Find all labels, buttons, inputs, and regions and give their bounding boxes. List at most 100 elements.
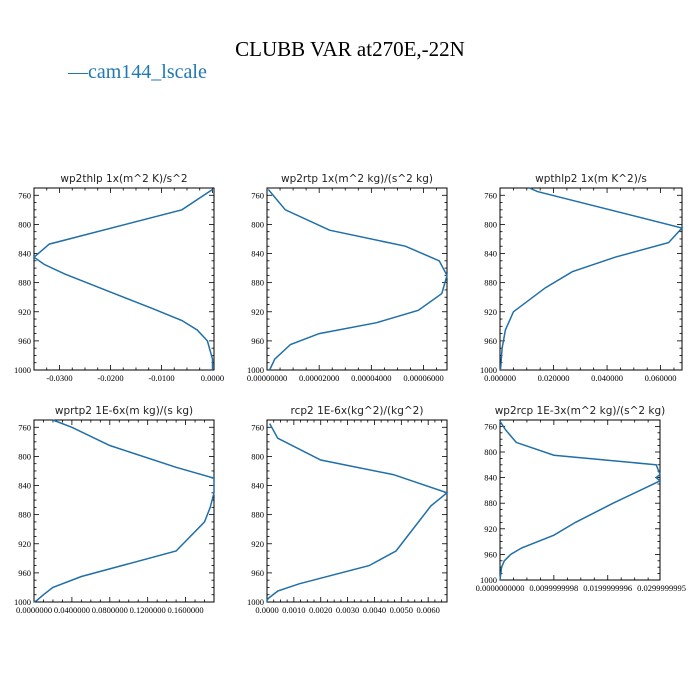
y-tick-label: 880 [484, 278, 497, 288]
y-tick-label: 1000 [14, 597, 31, 607]
y-tick-label: 920 [18, 307, 31, 317]
plot-frame [33, 419, 215, 603]
series-line [33, 419, 215, 603]
series-line [499, 187, 684, 371]
x-tick-label: 0.0800000 [92, 605, 128, 615]
y-tick-label: 880 [18, 510, 31, 520]
y-tick-label: 800 [18, 451, 31, 461]
y-tick-label: 800 [18, 219, 31, 229]
series-line [499, 420, 662, 581]
y-tick-label: 960 [484, 549, 497, 559]
x-tick-label: 0.020000 [538, 373, 570, 383]
y-tick-label: 800 [484, 447, 497, 457]
y-tick-label: 1000 [247, 597, 264, 607]
y-tick-label: 960 [18, 336, 31, 346]
figure-title: CLUBB VAR at270E,-22N [235, 37, 465, 61]
x-tick-label: -0.0300 [46, 373, 72, 383]
y-tick-label: 1000 [480, 365, 497, 375]
x-tick-label: 0.0000 [255, 605, 278, 615]
y-tick-label: 760 [251, 422, 264, 432]
x-tick-label: 0.0000 [201, 373, 224, 383]
y-tick-label: 880 [484, 498, 497, 508]
y-tick-label: 920 [484, 307, 497, 317]
y-tick-label: 880 [251, 510, 264, 520]
x-tick-label: -0.0200 [97, 373, 123, 383]
subplot-2: wp2rtp 1x(m^2 kg)/(s^2 kg) 760 800 840 880 92… [247, 173, 448, 383]
y-tick-label: 920 [251, 539, 264, 549]
x-tick-label: 0.000000 [484, 373, 516, 383]
subplot-1: wp2thlp 1x(m^2 K)/s^2 760 800 840 880 920 960 1… [14, 173, 224, 383]
y-tick-label: 1000 [247, 365, 264, 375]
x-tick-label: 0.0299999995 [637, 583, 686, 593]
x-tick-label: 0.00006000 [403, 373, 443, 383]
subplot-title: wp2rtp 1x(m^2 kg)/(s^2 kg) [281, 173, 433, 185]
x-tick-label: 0.0030 [336, 605, 359, 615]
x-tick-label: 0.00002000 [299, 373, 339, 383]
legend-marker: — [67, 61, 89, 83]
plot-frame [33, 187, 215, 371]
legend: — cam144_lscale [67, 61, 207, 83]
y-tick-label: 800 [251, 219, 264, 229]
y-tick-label: 840 [251, 249, 264, 259]
plot-frame [266, 187, 448, 371]
y-tick-label: 960 [251, 568, 264, 578]
subplot-5: rcp2 1E-6x(kg^2)/(kg^2) 760 800 840 880 920 96… [247, 405, 449, 615]
x-tick-label: 0.060000 [645, 373, 677, 383]
x-tick-label: 0.00000000 [247, 373, 287, 383]
y-tick-label: 840 [484, 473, 497, 483]
subplot-title: rcp2 1E-6x(kg^2)/(kg^2) [291, 405, 424, 417]
x-tick-label: 0.00004000 [351, 373, 391, 383]
x-tick-label: 0.0050 [390, 605, 413, 615]
x-tick-label: 0.1600000 [168, 605, 204, 615]
y-tick-label: 960 [18, 568, 31, 578]
y-tick-label: 1000 [480, 575, 497, 585]
x-tick-label: 0.040000 [591, 373, 623, 383]
plot-frame [499, 187, 683, 371]
x-tick-label: 0.0199999996 [583, 583, 632, 593]
y-tick-label: 1000 [14, 365, 31, 375]
subplot-title: wprtp2 1E-6x(m kg)/(s kg) [55, 405, 193, 417]
y-tick-label: 960 [484, 336, 497, 346]
series-line [267, 189, 448, 371]
plot-frame [266, 419, 448, 603]
y-tick-label: 760 [484, 190, 497, 200]
y-tick-label: 840 [251, 481, 264, 491]
subplot-title: wpthlp2 1x(m K^2)/s [535, 173, 647, 185]
series-line [266, 423, 449, 602]
x-tick-label: 0.0099999998 [529, 583, 578, 593]
y-tick-label: 760 [484, 421, 497, 431]
x-tick-label: 0.0040 [363, 605, 386, 615]
y-tick-label: 800 [484, 219, 497, 229]
y-tick-label: 960 [251, 336, 264, 346]
y-tick-label: 840 [18, 249, 31, 259]
subplot-3: wpthlp2 1x(m K^2)/s 760 800 840 880 920 960 100… [480, 173, 684, 383]
x-tick-label: -0.0100 [148, 373, 174, 383]
subplot-4: wprtp2 1E-6x(m kg)/(s kg) 760 800 840 880 920… [14, 405, 215, 615]
x-tick-label: 0.0000000000 [476, 583, 525, 593]
y-tick-label: 760 [18, 190, 31, 200]
y-tick-label: 800 [251, 451, 264, 461]
subplot-grid: wp2thlp 1x(m^2 K)/s^2 760 800 840 880 920 960 1… [14, 173, 686, 615]
x-tick-label: 0.0060 [417, 605, 440, 615]
x-tick-label: 0.0010 [282, 605, 305, 615]
y-tick-label: 880 [251, 278, 264, 288]
y-tick-label: 920 [251, 307, 264, 317]
y-tick-label: 760 [18, 422, 31, 432]
subplot-6: wp2rcp 1E-3x(m^2 kg)/(s^2 kg) 760 800 840 88… [476, 405, 686, 593]
y-tick-label: 880 [18, 278, 31, 288]
y-tick-label: 920 [18, 539, 31, 549]
subplot-title: wp2rcp 1E-3x(m^2 kg)/(s^2 kg) [495, 405, 666, 417]
series-line [32, 188, 214, 370]
y-tick-label: 840 [484, 249, 497, 259]
legend-label: cam144_lscale [88, 61, 207, 83]
y-tick-label: 920 [484, 524, 497, 534]
y-tick-label: 760 [251, 190, 264, 200]
subplot-title: wp2thlp 1x(m^2 K)/s^2 [60, 173, 187, 185]
x-tick-label: 0.0400000 [54, 605, 90, 615]
plot-frame [499, 419, 661, 581]
y-tick-label: 840 [18, 481, 31, 491]
x-tick-label: 0.0000000 [16, 605, 52, 615]
x-tick-label: 0.0020 [309, 605, 332, 615]
x-tick-label: 0.1200000 [130, 605, 166, 615]
